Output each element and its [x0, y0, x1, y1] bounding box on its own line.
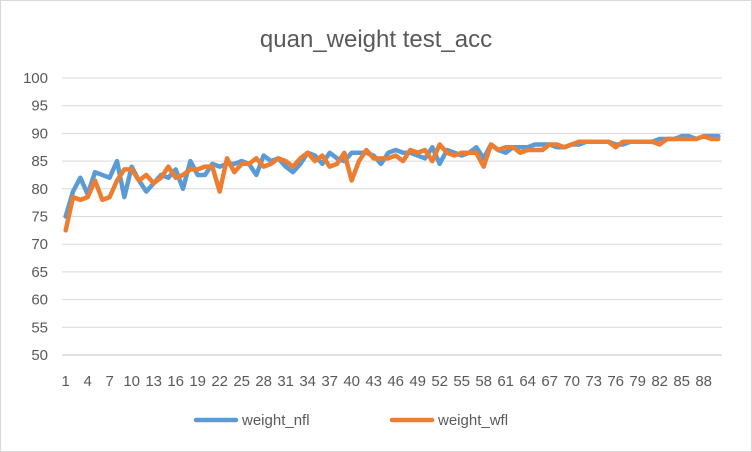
y-tick-label: 65: [31, 264, 48, 281]
x-tick-label: 43: [365, 373, 382, 390]
legend-label-weight-nfl: weight_nfl: [241, 412, 310, 429]
y-tick-label: 95: [31, 98, 48, 115]
x-tick-label: 64: [519, 373, 536, 390]
y-tick-label: 100: [23, 70, 48, 87]
x-tick-label: 40: [343, 373, 360, 390]
x-tick-label: 1: [61, 373, 69, 390]
x-tick-label: 46: [387, 373, 404, 390]
series-lines: [63, 133, 721, 233]
y-tick-label: 50: [31, 347, 48, 364]
y-tick-label: 85: [31, 153, 48, 170]
x-tick-label: 82: [651, 373, 668, 390]
y-tick-label: 55: [31, 319, 48, 336]
x-tick-label: 76: [607, 373, 624, 390]
y-tick-label: 90: [31, 125, 48, 142]
legend: weight_nfl weight_wfl: [193, 412, 508, 429]
x-tick-label: 37: [321, 373, 338, 390]
x-tick-label: 49: [409, 373, 426, 390]
x-tick-label: 61: [497, 373, 514, 390]
y-tick-label: 80: [31, 181, 48, 198]
x-tick-label: 19: [189, 373, 206, 390]
x-tick-label: 85: [673, 373, 690, 390]
x-tick-label: 79: [629, 373, 646, 390]
x-tick-label: 31: [277, 373, 294, 390]
x-tick-label: 70: [563, 373, 580, 390]
x-tick-label: 7: [105, 373, 113, 390]
x-tick-label: 52: [431, 373, 448, 390]
x-tick-label: 73: [585, 373, 602, 390]
x-tick-label: 13: [145, 373, 162, 390]
legend-label-weight-wfl: weight_wfl: [437, 412, 508, 429]
x-tick-label: 25: [233, 373, 250, 390]
y-tick-label: 70: [31, 236, 48, 253]
x-tick-label: 4: [83, 373, 91, 390]
x-tick-label: 88: [695, 373, 712, 390]
x-tick-label: 10: [123, 373, 140, 390]
y-tick-label: 60: [31, 292, 48, 309]
x-tick-label: 34: [299, 373, 316, 390]
x-tick-label: 22: [211, 373, 228, 390]
gridlines: [62, 77, 722, 328]
x-tick-label: 16: [167, 373, 184, 390]
x-tick-label: 55: [453, 373, 470, 390]
series-line-weight-wfl: [63, 133, 721, 233]
x-tick-label: 67: [541, 373, 558, 390]
x-tick-label: 28: [255, 373, 272, 390]
x-tick-label: 58: [475, 373, 492, 390]
y-tick-label: 75: [31, 209, 48, 226]
x-axis-ticks: 1 4 7 10 13 16 19 22 25 28 31 34 37 40 43 46 49 52 55 58 61 6…: [61, 373, 712, 390]
chart-title: quan_weight test_acc: [260, 26, 492, 53]
y-axis-ticks: 50 55 60 65 70 75 80 85 90 95 100: [23, 70, 48, 364]
